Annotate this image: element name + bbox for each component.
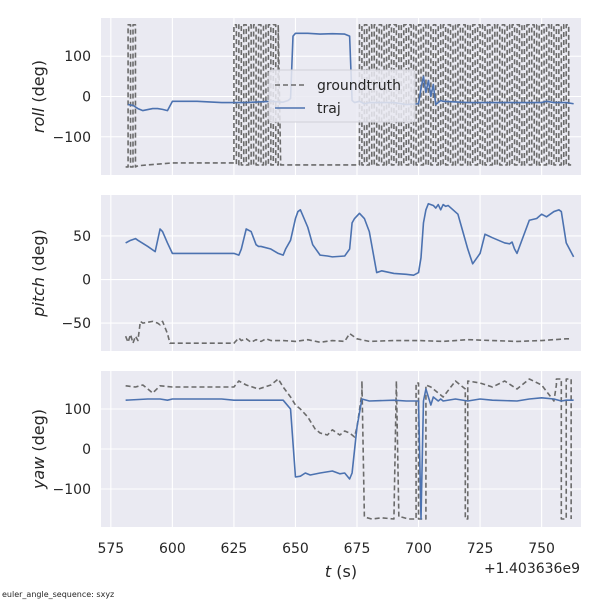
pitch-subplot: 50 0 −50 pitch (deg) [29,195,581,351]
y-tick-label: 100 [64,402,91,418]
legend-frame [268,69,416,123]
x-axis-label-unit: (s) [331,562,357,581]
y-axis-label: pitch (deg) [29,229,48,318]
x-tick-label: 575 [97,541,124,557]
legend: groundtruth traj [268,69,416,123]
y-axis-label: roll (deg) [29,60,48,133]
series-groundtruth [125,378,572,520]
legend-label-traj: traj [317,101,341,117]
y-tick-label: 0 [82,442,91,458]
y-tick-label: 50 [73,229,91,245]
y-tick-label: 0 [82,90,91,106]
x-tick-label: 750 [528,541,555,557]
roll-subplot: 100 0 −100 roll (deg) groundtruth traj [29,18,581,175]
y-axis-label-variable: yaw [29,456,48,490]
y-tick-label: 100 [64,49,91,65]
y-axis-label-unit: (deg) [29,409,48,457]
series-traj [125,388,574,520]
x-tick-label: 625 [221,541,248,557]
x-axis-label-variable: t [325,562,332,581]
yaw-subplot: 100 0 −100 yaw (deg) 575 600 625 650 675 700 725 75… [29,371,581,581]
series-groundtruth [124,320,572,344]
y-tick-label: −100 [53,482,91,498]
y-axis-label-variable: pitch [29,277,48,318]
series-groundtruth [125,24,572,168]
y-axis-label-unit: (deg) [29,60,48,108]
legend-label-groundtruth: groundtruth [317,78,401,94]
series-group [125,378,574,520]
y-tick-label: −100 [53,130,91,146]
y-axis-label-variable: roll [29,107,48,133]
x-tick-label: 600 [159,541,186,557]
y-axis-label-unit: (deg) [29,229,48,277]
y-tick-label: 0 [82,273,91,289]
plot-background [101,195,581,351]
x-axis-label: t (s) [325,562,357,581]
footnote: euler_angle_sequence: sxyz [2,590,115,599]
series-group [124,202,575,344]
x-tick-label: 700 [405,541,432,557]
y-tick-label: −50 [61,316,91,332]
y-axis-label: yaw (deg) [29,409,48,490]
x-tick-label: 650 [282,541,309,557]
x-tick-label: 675 [344,541,371,557]
series-traj [125,202,575,276]
x-tick-label: 725 [467,541,494,557]
x-offset-label: +1.403636e9 [484,561,580,577]
